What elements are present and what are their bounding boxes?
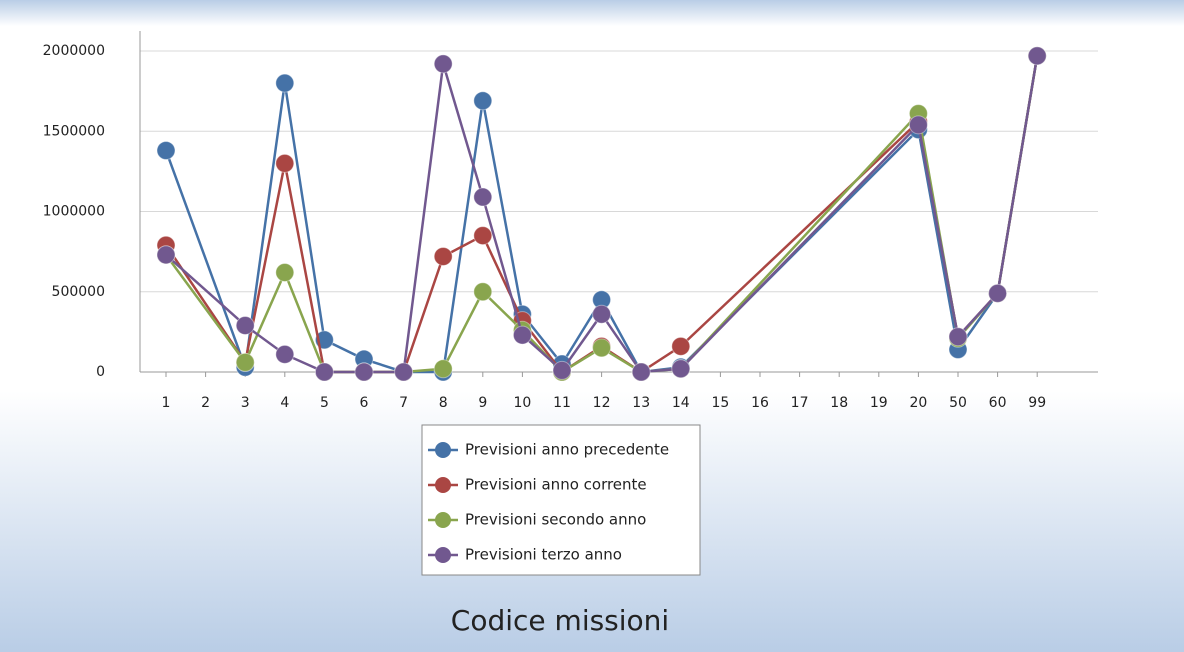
point-marker	[988, 283, 1008, 303]
point-marker	[512, 325, 532, 345]
x-tick-label: 1	[162, 395, 171, 411]
y-tick-label: 0	[96, 364, 105, 380]
point-marker	[592, 338, 612, 358]
x-tick-label: 12	[593, 395, 611, 411]
x-tick-label: 20	[909, 395, 927, 411]
point-marker	[235, 315, 255, 335]
x-tick-label: 14	[672, 395, 690, 411]
point-marker	[671, 336, 691, 356]
legend-marker	[435, 512, 451, 528]
x-tick-label: 11	[553, 395, 571, 411]
point-marker	[275, 153, 295, 173]
point-marker	[394, 362, 414, 382]
x-tick-label: 9	[478, 395, 487, 411]
legend-label: Previsioni terzo anno	[465, 546, 622, 564]
x-tick-label: 2	[201, 395, 210, 411]
x-tick-label: 6	[360, 395, 369, 411]
point-marker	[552, 360, 572, 380]
x-tick-label: 17	[791, 395, 809, 411]
x-tick-label: 5	[320, 395, 329, 411]
x-axis-title: Codice missioni	[451, 604, 669, 637]
x-tick-label: 16	[751, 395, 769, 411]
legend-marker	[435, 477, 451, 493]
point-marker	[275, 262, 295, 282]
x-tick-label: 3	[241, 395, 250, 411]
point-marker	[473, 226, 493, 246]
point-marker	[354, 362, 374, 382]
point-marker	[592, 304, 612, 324]
x-tick-label: 4	[280, 395, 289, 411]
y-tick-label: 500000	[52, 284, 105, 300]
x-tick-label: 99	[1028, 395, 1046, 411]
x-tick-label: 8	[439, 395, 448, 411]
legend-label: Previsioni anno corrente	[465, 476, 647, 494]
legend-label: Previsioni anno precedente	[465, 441, 669, 459]
x-tick-label: 50	[949, 395, 967, 411]
point-marker	[235, 352, 255, 372]
x-tick-label: 13	[632, 395, 650, 411]
legend-marker	[435, 547, 451, 563]
legend-marker	[435, 442, 451, 458]
point-marker	[473, 282, 493, 302]
x-tick-label: 10	[513, 395, 531, 411]
y-tick-label: 1000000	[43, 204, 105, 220]
point-marker	[433, 246, 453, 266]
x-tick-label: 19	[870, 395, 888, 411]
legend-box	[421, 424, 701, 576]
point-marker	[156, 141, 176, 161]
x-tick-label: 7	[399, 395, 408, 411]
point-marker	[156, 245, 176, 265]
legend-label: Previsioni secondo anno	[465, 511, 646, 529]
point-marker	[1027, 46, 1047, 66]
y-tick-label: 1500000	[43, 123, 105, 139]
point-marker	[314, 362, 334, 382]
point-marker	[433, 54, 453, 74]
point-marker	[908, 115, 928, 135]
point-marker	[275, 73, 295, 93]
point-marker	[631, 362, 651, 382]
point-marker	[473, 91, 493, 111]
x-tick-label: 15	[711, 395, 729, 411]
point-marker	[275, 344, 295, 364]
point-marker	[671, 359, 691, 379]
x-tick-label: 60	[989, 395, 1007, 411]
y-tick-label: 2000000	[43, 43, 105, 59]
point-marker	[473, 187, 493, 207]
point-marker	[433, 359, 453, 379]
x-tick-label: 18	[830, 395, 848, 411]
point-marker	[948, 327, 968, 347]
